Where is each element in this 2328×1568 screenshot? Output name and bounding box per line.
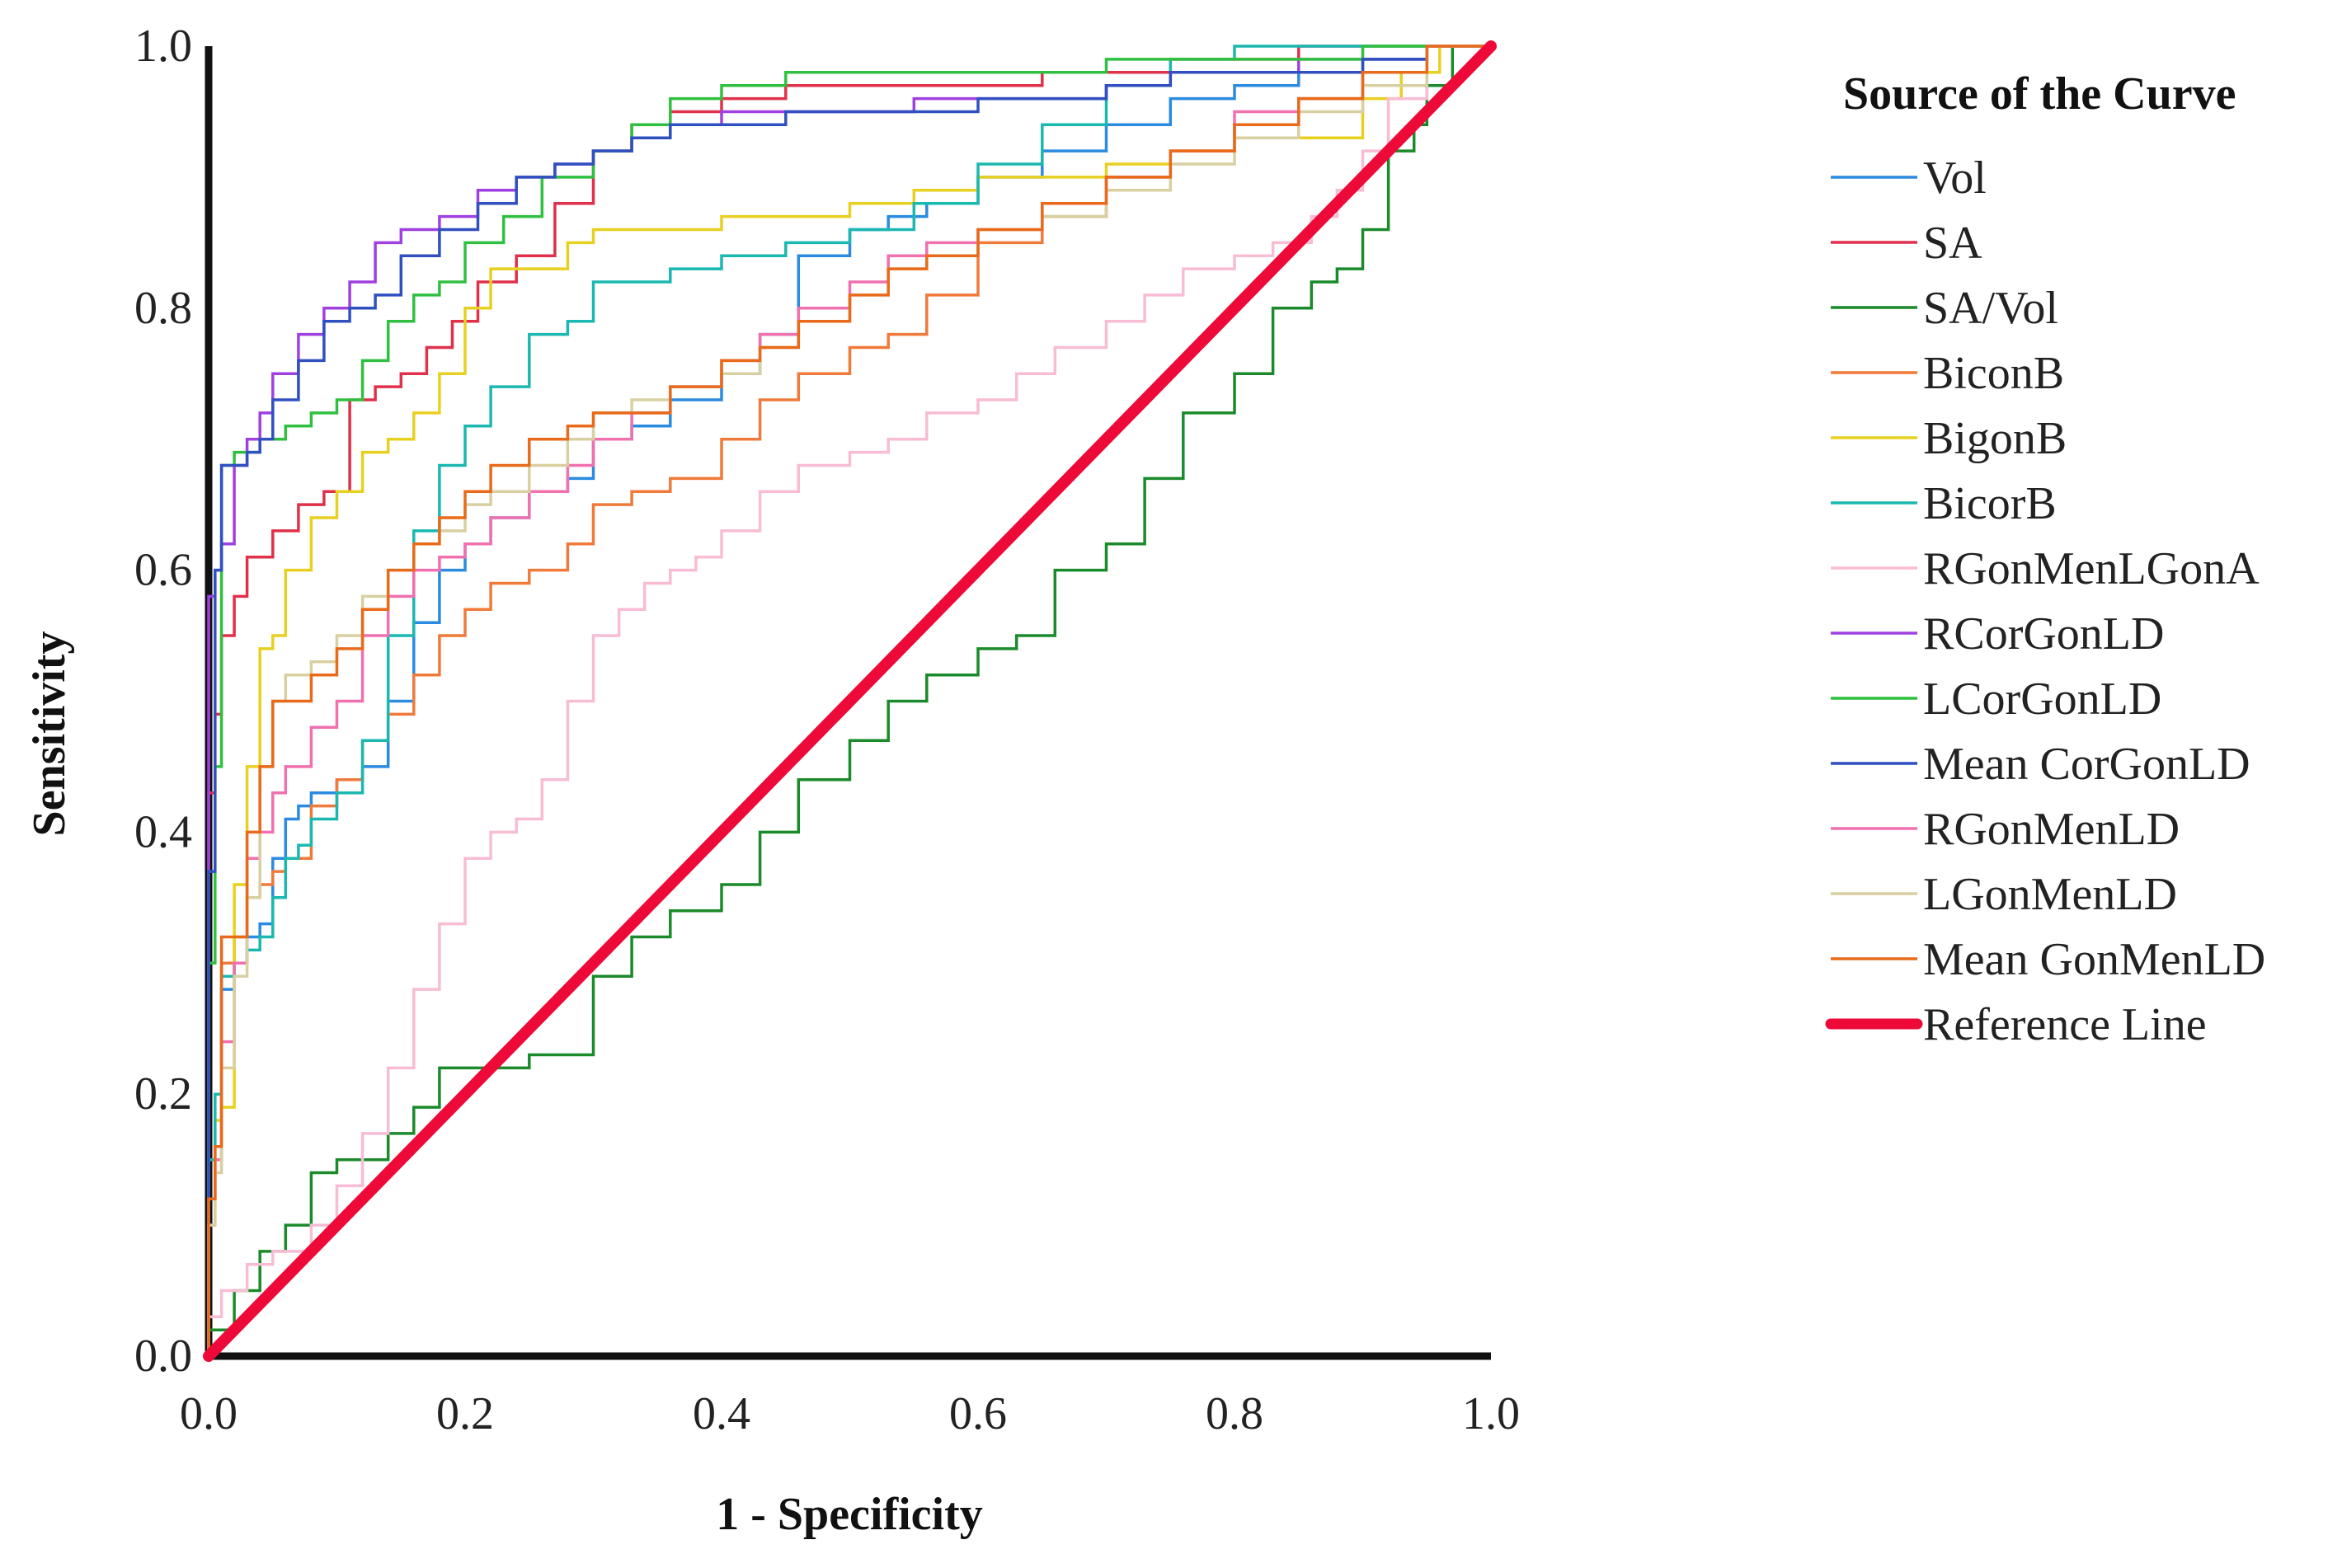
y-tick-label: 0.0: [134, 1331, 192, 1382]
legend: Source of the Curve Vol SA SA/Vol BiconB Big…: [1825, 68, 2265, 1050]
y-tick-label: 0.4: [134, 806, 192, 857]
x-tick-label: 0.0: [180, 1388, 238, 1439]
legend-label: Mean GonMenLD: [1923, 934, 2265, 985]
legend-title: Source of the Curve: [1843, 68, 2236, 120]
legend-label: BiconB: [1923, 348, 2064, 399]
legend-label: LCorGonLD: [1923, 674, 2161, 725]
legend-label: RGonMenLGonA: [1923, 543, 2260, 594]
x-tick-label: 0.6: [949, 1388, 1007, 1439]
series-line-mean-gonmenld: [207, 45, 1491, 1356]
series-line-rgonmenlgona: [207, 45, 1491, 1356]
tick-labels: 0.0 0.2 0.4 0.6 0.8 1.0 0.0 0.2 0.4 0.6 0.8 1.0: [134, 21, 1520, 1439]
series-line-sa: [207, 45, 1491, 1356]
legend-label: RCorGonLD: [1923, 608, 2164, 660]
legend-label: RGonMenLD: [1923, 804, 2180, 855]
series-line-bicorb: [207, 45, 1491, 1356]
series-line-reference-line: [203, 40, 1497, 1362]
y-tick-label: 0.2: [134, 1068, 192, 1120]
y-axis-title: Sensitivity: [24, 631, 75, 837]
legend-label: SA: [1923, 218, 1982, 269]
legend-label: Mean CorGonLD: [1923, 739, 2250, 790]
x-tick-label: 0.4: [693, 1388, 750, 1439]
y-tick-label: 1.0: [134, 21, 192, 72]
legend-label: BicorB: [1923, 478, 2057, 529]
legend-label: LGonMenLD: [1923, 869, 2177, 920]
x-tick-label: 0.2: [436, 1388, 494, 1439]
series-line-mean-corgonld: [207, 45, 1491, 1356]
series-lines: [203, 40, 1497, 1362]
x-tick-label: 1.0: [1462, 1388, 1520, 1439]
legend-label: SA/Vol: [1923, 283, 2058, 334]
y-tick-label: 0.6: [134, 545, 192, 596]
legend-label: Reference Line: [1923, 999, 2207, 1050]
x-axis-title: 1 - Specificity: [716, 1489, 982, 1540]
series-line-sa-vol: [207, 45, 1491, 1356]
y-tick-label: 0.8: [134, 283, 192, 334]
legend-label: Vol: [1923, 153, 1987, 204]
legend-label: BigonB: [1923, 413, 2067, 464]
x-tick-label: 0.8: [1206, 1388, 1263, 1439]
